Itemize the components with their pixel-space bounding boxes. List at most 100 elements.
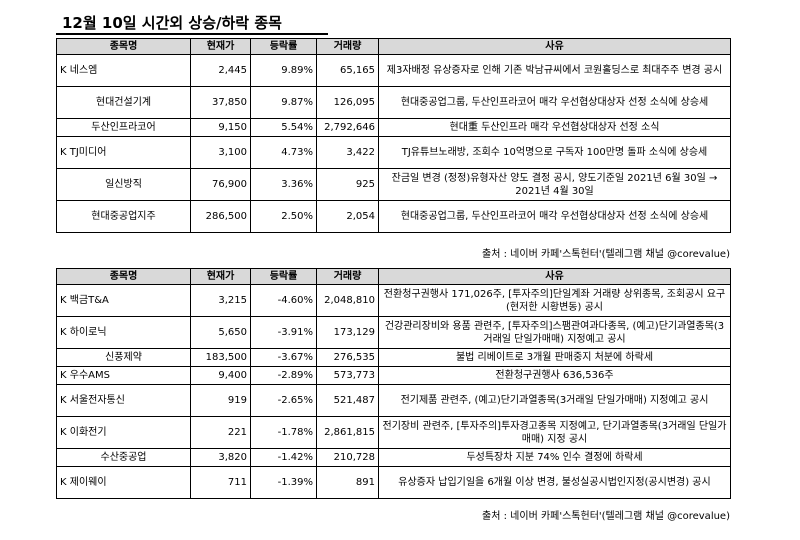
- stock-name: 하이로닉: [69, 327, 107, 338]
- stock-name-cell: 현대중공업지주: [56, 200, 191, 233]
- col-header-rate: 등락률: [250, 38, 317, 55]
- falling-stocks-table: 종목명 현재가 등락률 거래량 사유 K 백금T&A 3,215 -4.60% 2,0…: [56, 268, 731, 499]
- rate-cell: 3.36%: [250, 168, 317, 201]
- volume-cell: 276,535: [316, 348, 379, 367]
- table-row: K 네스엠 2,445 9.89% 65,165 제3자배정 유상증자로 인해 기존 박…: [56, 54, 731, 87]
- stock-name-cell: 현대건설기계: [56, 86, 191, 119]
- stock-name-cell: K 백금T&A: [56, 284, 191, 317]
- stock-name: 현대중공업지주: [91, 211, 156, 222]
- table-row: 두산인프라코어 9,150 5.54% 2,792,646 현대重 두산인프라 매각 우…: [56, 118, 731, 137]
- stock-name-cell: K TJ미디어: [56, 136, 191, 169]
- table-row: K 하이로닉 5,650 -3.91% 173,129 건강관리장비와 용품 관련주, …: [56, 316, 731, 349]
- rate-cell: -3.67%: [250, 348, 317, 367]
- table-row: K 서울전자통신 919 -2.65% 521,487 전기제품 관련주, (예고)단기…: [56, 384, 731, 417]
- rising-stocks-table: 종목명 현재가 등락률 거래량 사유 K 네스엠 2,445 9.89% 65,165…: [56, 38, 731, 233]
- price-cell: 2,445: [190, 54, 251, 87]
- market-mark: K: [60, 295, 67, 306]
- stock-name: 백금T&A: [69, 295, 109, 306]
- rate-cell: -1.78%: [250, 416, 317, 449]
- stock-name: 현대건설기계: [95, 97, 152, 108]
- col-header-reason: 사유: [378, 268, 731, 285]
- stock-name: 서울전자통신: [69, 395, 125, 406]
- stock-name: TJ미디어: [69, 147, 107, 158]
- reason-cell: TJ유튜브노래방, 조회수 10억명으로 구독자 100만명 돌파 소식에 상승…: [378, 136, 731, 169]
- volume-cell: 891: [316, 466, 379, 499]
- volume-cell: 210,728: [316, 448, 379, 467]
- market-mark: K: [60, 395, 67, 406]
- volume-cell: 65,165: [316, 54, 379, 87]
- volume-cell: 573,773: [316, 366, 379, 385]
- stock-name: 신풍제약: [105, 352, 142, 363]
- stock-name: 네스엠: [69, 65, 98, 76]
- reason-cell: 전환청구권행사 171,026주, [투자주의]단일계좌 거래량 상위종목, 조…: [378, 284, 731, 317]
- price-cell: 9,150: [190, 118, 251, 137]
- price-cell: 183,500: [190, 348, 251, 367]
- table-row: 수산중공업 3,820 -1.42% 210,728 두성특장차 지분 74% 인수 결…: [56, 448, 731, 467]
- stock-name: 제이웨이: [69, 477, 107, 488]
- volume-cell: 521,487: [316, 384, 379, 417]
- rate-cell: 5.54%: [250, 118, 317, 137]
- col-header-reason: 사유: [378, 38, 731, 55]
- table-row: 일신방직 76,900 3.36% 925 잔금일 변경 (정정)유형자산 양도 결정 …: [56, 168, 731, 201]
- col-header-price: 현재가: [190, 268, 251, 285]
- rate-cell: -1.42%: [250, 448, 317, 467]
- title-underline: [56, 33, 328, 35]
- price-cell: 3,100: [190, 136, 251, 169]
- price-cell: 37,850: [190, 86, 251, 119]
- market-mark: K: [60, 427, 67, 438]
- rate-cell: 2.50%: [250, 200, 317, 233]
- rate-cell: -4.60%: [250, 284, 317, 317]
- stock-name: 일신방직: [105, 179, 142, 190]
- table-row: K 이화전기 221 -1.78% 2,861,815 전기장비 관련주, [투자주의]…: [56, 416, 731, 449]
- col-header-volume: 거래량: [316, 38, 379, 55]
- price-cell: 711: [190, 466, 251, 499]
- volume-cell: 2,054: [316, 200, 379, 233]
- reason-cell: 잔금일 변경 (정정)유형자산 양도 결정 공시, 양도기준일 2021년 6월…: [378, 168, 731, 201]
- stock-name-cell: K 네스엠: [56, 54, 191, 87]
- reason-cell: 전기제품 관련주, (예고)단기과열종목(3거래일 단일가매매) 지정예고 공시: [378, 384, 731, 417]
- rate-cell: -3.91%: [250, 316, 317, 349]
- stock-name: 두산인프라코어: [91, 122, 156, 133]
- stock-name-cell: K 이화전기: [56, 416, 191, 449]
- table-row: 신풍제약 183,500 -3.67% 276,535 불법 리베이트로 3개월 판매중…: [56, 348, 731, 367]
- stock-name-cell: K 제이웨이: [56, 466, 191, 499]
- volume-cell: 925: [316, 168, 379, 201]
- volume-cell: 2,048,810: [316, 284, 379, 317]
- rate-cell: -2.89%: [250, 366, 317, 385]
- rate-cell: -2.65%: [250, 384, 317, 417]
- col-header-name: 종목명: [56, 268, 191, 285]
- source-note: 출처 : 네이버 카페'스톡헌터'(텔레그램 채널 @corevalue): [482, 511, 730, 522]
- col-header-price: 현재가: [190, 38, 251, 55]
- rate-cell: 9.87%: [250, 86, 317, 119]
- table-row: K TJ미디어 3,100 4.73% 3,422 TJ유튜브노래방, 조회수 10억명…: [56, 136, 731, 169]
- volume-cell: 3,422: [316, 136, 379, 169]
- table-row: K 백금T&A 3,215 -4.60% 2,048,810 전환청구권행사 171,0…: [56, 284, 731, 317]
- stock-name-cell: 신풍제약: [56, 348, 191, 367]
- market-mark: K: [60, 65, 67, 76]
- price-cell: 9,400: [190, 366, 251, 385]
- col-header-name: 종목명: [56, 38, 191, 55]
- table-row: K 제이웨이 711 -1.39% 891 유상증자 납입기일을 6개월 이상 변경, …: [56, 466, 731, 499]
- table-row: K 우수AMS 9,400 -2.89% 573,773 전환청구권행사 636,536…: [56, 366, 731, 385]
- price-cell: 5,650: [190, 316, 251, 349]
- page-title: 12월 10일 시간외 상승/하락 종목: [62, 14, 282, 32]
- col-header-volume: 거래량: [316, 268, 379, 285]
- stock-name-cell: 두산인프라코어: [56, 118, 191, 137]
- reason-cell: 제3자배정 유상증자로 인해 기존 박남규씨에서 코원홀딩스로 최대주주 변경 …: [378, 54, 731, 87]
- price-cell: 286,500: [190, 200, 251, 233]
- source-note: 출처 : 네이버 카페'스톡헌터'(텔레그램 채널 @corevalue): [482, 249, 730, 260]
- table-row: 현대중공업지주 286,500 2.50% 2,054 현대중공업그룹, 두산인프라코어…: [56, 200, 731, 233]
- reason-cell: 현대重 두산인프라 매각 우선협상대상자 선정 소식: [378, 118, 731, 137]
- reason-cell: 현대중공업그룹, 두산인프라코어 매각 우선협상대상자 선정 소식에 상승세: [378, 200, 731, 233]
- stock-name-cell: 일신방직: [56, 168, 191, 201]
- volume-cell: 2,861,815: [316, 416, 379, 449]
- volume-cell: 2,792,646: [316, 118, 379, 137]
- table-row: 현대건설기계 37,850 9.87% 126,095 현대중공업그룹, 두산인프라코어…: [56, 86, 731, 119]
- stock-name-cell: K 하이로닉: [56, 316, 191, 349]
- reason-cell: 불법 리베이트로 3개월 판매중지 처분에 하락세: [378, 348, 731, 367]
- stock-name-cell: K 우수AMS: [56, 366, 191, 385]
- volume-cell: 126,095: [316, 86, 379, 119]
- col-header-rate: 등락률: [250, 268, 317, 285]
- reason-cell: 건강관리장비와 용품 관련주, [투자주의]스팸관여과다종목, (예고)단기과열…: [378, 316, 731, 349]
- rate-cell: 9.89%: [250, 54, 317, 87]
